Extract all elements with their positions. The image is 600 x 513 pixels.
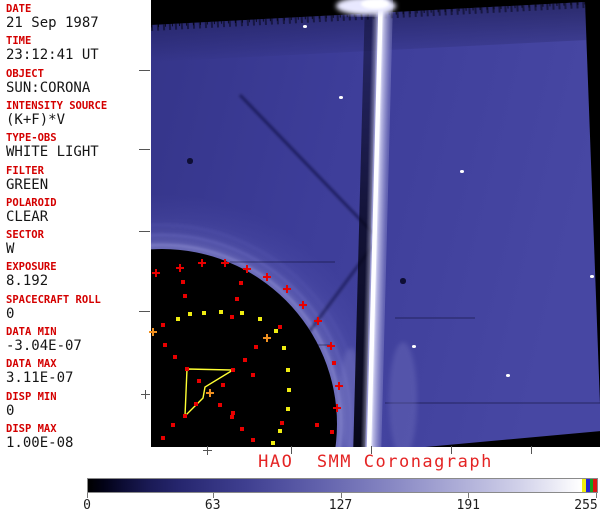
left-axis-plus bbox=[141, 390, 150, 399]
pylon-shadow-ray1 bbox=[238, 93, 379, 239]
field-label: FILTER bbox=[6, 165, 44, 177]
colorbar-tick-label: 63 bbox=[204, 498, 221, 513]
colorbar-tick bbox=[468, 493, 469, 498]
field-value: 1.00E-08 bbox=[6, 435, 74, 451]
field-label: DISP MIN bbox=[6, 391, 57, 403]
sidebar-field-disp-min: DISP MIN 0 bbox=[6, 392, 57, 419]
colorbar-tick bbox=[596, 493, 597, 498]
field-value: CLEAR bbox=[6, 209, 49, 225]
field-value: 0 bbox=[6, 403, 15, 419]
measurement-polygon bbox=[184, 368, 236, 418]
metadata-sidebar: DATE 21 Sep 1987 TIME 23:12:41 UT OBJECT SUN:… bbox=[0, 0, 150, 455]
field-value: 8.192 bbox=[6, 273, 49, 289]
coronagraph-image bbox=[151, 0, 600, 447]
colorbar-stripe bbox=[590, 479, 593, 492]
sidebar-field-disp-max: DISP MAX 1.00E-08 bbox=[6, 424, 73, 451]
bottom-axis-tick bbox=[371, 446, 372, 454]
top-bloom-core bbox=[361, 0, 389, 9]
field-label: DATE bbox=[6, 3, 32, 15]
intensity-colorbar bbox=[87, 478, 598, 493]
bottom-axis-tick bbox=[291, 446, 292, 454]
field-label: INTENSITY SOURCE bbox=[6, 100, 108, 112]
field-value: 23:12:41 UT bbox=[6, 47, 99, 63]
field-value: GREEN bbox=[6, 177, 49, 193]
bottom-axis-plus bbox=[203, 446, 212, 455]
image-title: HAO SMM Coronagraph bbox=[258, 452, 493, 472]
occulting-disk bbox=[151, 249, 337, 447]
field-label: DISP MAX bbox=[6, 423, 57, 435]
left-axis-tick bbox=[139, 311, 150, 312]
field-label: OBJECT bbox=[6, 68, 44, 80]
colorbar-tick bbox=[87, 493, 88, 498]
field-value: WHITE LIGHT bbox=[6, 144, 99, 160]
streak-core bbox=[366, 0, 384, 447]
field-label: DATA MIN bbox=[6, 326, 57, 338]
colorbar-tick-label: 191 bbox=[456, 498, 480, 513]
sidebar-field-sector: SECTOR W bbox=[6, 230, 44, 257]
field-label: DATA MAX bbox=[6, 358, 57, 370]
colorbar-tick-label: 127 bbox=[328, 498, 353, 513]
field-label: SPACECRAFT ROLL bbox=[6, 294, 101, 306]
sidebar-field-date: DATE 21 Sep 1987 bbox=[6, 4, 99, 31]
sidebar-field-type-obs: TYPE-OBS WHITE LIGHT bbox=[6, 133, 99, 160]
field-label: TIME bbox=[6, 35, 32, 47]
field-label: POLAROID bbox=[6, 197, 57, 209]
light-column-right bbox=[389, 342, 417, 447]
colorbar-tick-label: 255 bbox=[574, 498, 598, 513]
left-axis-tick bbox=[139, 149, 150, 150]
colorbar-end-stripes bbox=[582, 479, 597, 492]
colorbar-tick-label: 0 bbox=[83, 498, 91, 513]
bottom-axis-tick bbox=[531, 446, 532, 454]
field-value: 21 Sep 1987 bbox=[6, 15, 99, 31]
left-axis-tick bbox=[139, 70, 150, 71]
sidebar-field-data-min: DATA MIN -3.04E-07 bbox=[6, 327, 82, 354]
field-value: W bbox=[6, 241, 15, 257]
colorbar-tick bbox=[341, 493, 342, 498]
bottom-axis-tick bbox=[451, 446, 452, 454]
field-label: TYPE-OBS bbox=[6, 132, 57, 144]
field-label: SECTOR bbox=[6, 229, 44, 241]
left-axis-tick bbox=[139, 231, 150, 232]
sidebar-field-filter: FILTER GREEN bbox=[6, 166, 48, 193]
sidebar-field-polaroid: POLAROID CLEAR bbox=[6, 198, 57, 225]
sidebar-field-spacecraft-roll: SPACECRAFT ROLL 0 bbox=[6, 295, 101, 322]
coronagraph-scene bbox=[151, 0, 600, 447]
field-value: 3.11E-07 bbox=[6, 370, 74, 386]
field-value: -3.04E-07 bbox=[6, 338, 82, 354]
field-value: 0 bbox=[6, 306, 15, 322]
sidebar-field-exposure: EXPOSURE 8.192 bbox=[6, 262, 57, 289]
pylon-streak bbox=[353, 0, 394, 447]
sidebar-field-object: OBJECT SUN:CORONA bbox=[6, 69, 90, 96]
sidebar-field-time: TIME 23:12:41 UT bbox=[6, 36, 99, 63]
streak-right-band bbox=[372, 0, 394, 447]
colorbar-stripe bbox=[586, 479, 590, 492]
sidebar-field-data-max: DATA MAX 3.11E-07 bbox=[6, 359, 73, 386]
field-value: (K+F)*V bbox=[6, 112, 66, 128]
colorbar-tick bbox=[213, 493, 214, 498]
colorbar-stripe bbox=[582, 479, 586, 492]
field-value: SUN:CORONA bbox=[6, 80, 91, 96]
sidebar-field-intensity-source: INTENSITY SOURCE (K+F)*V bbox=[6, 101, 107, 128]
colorbar-stripe bbox=[593, 479, 597, 492]
field-label: EXPOSURE bbox=[6, 261, 57, 273]
